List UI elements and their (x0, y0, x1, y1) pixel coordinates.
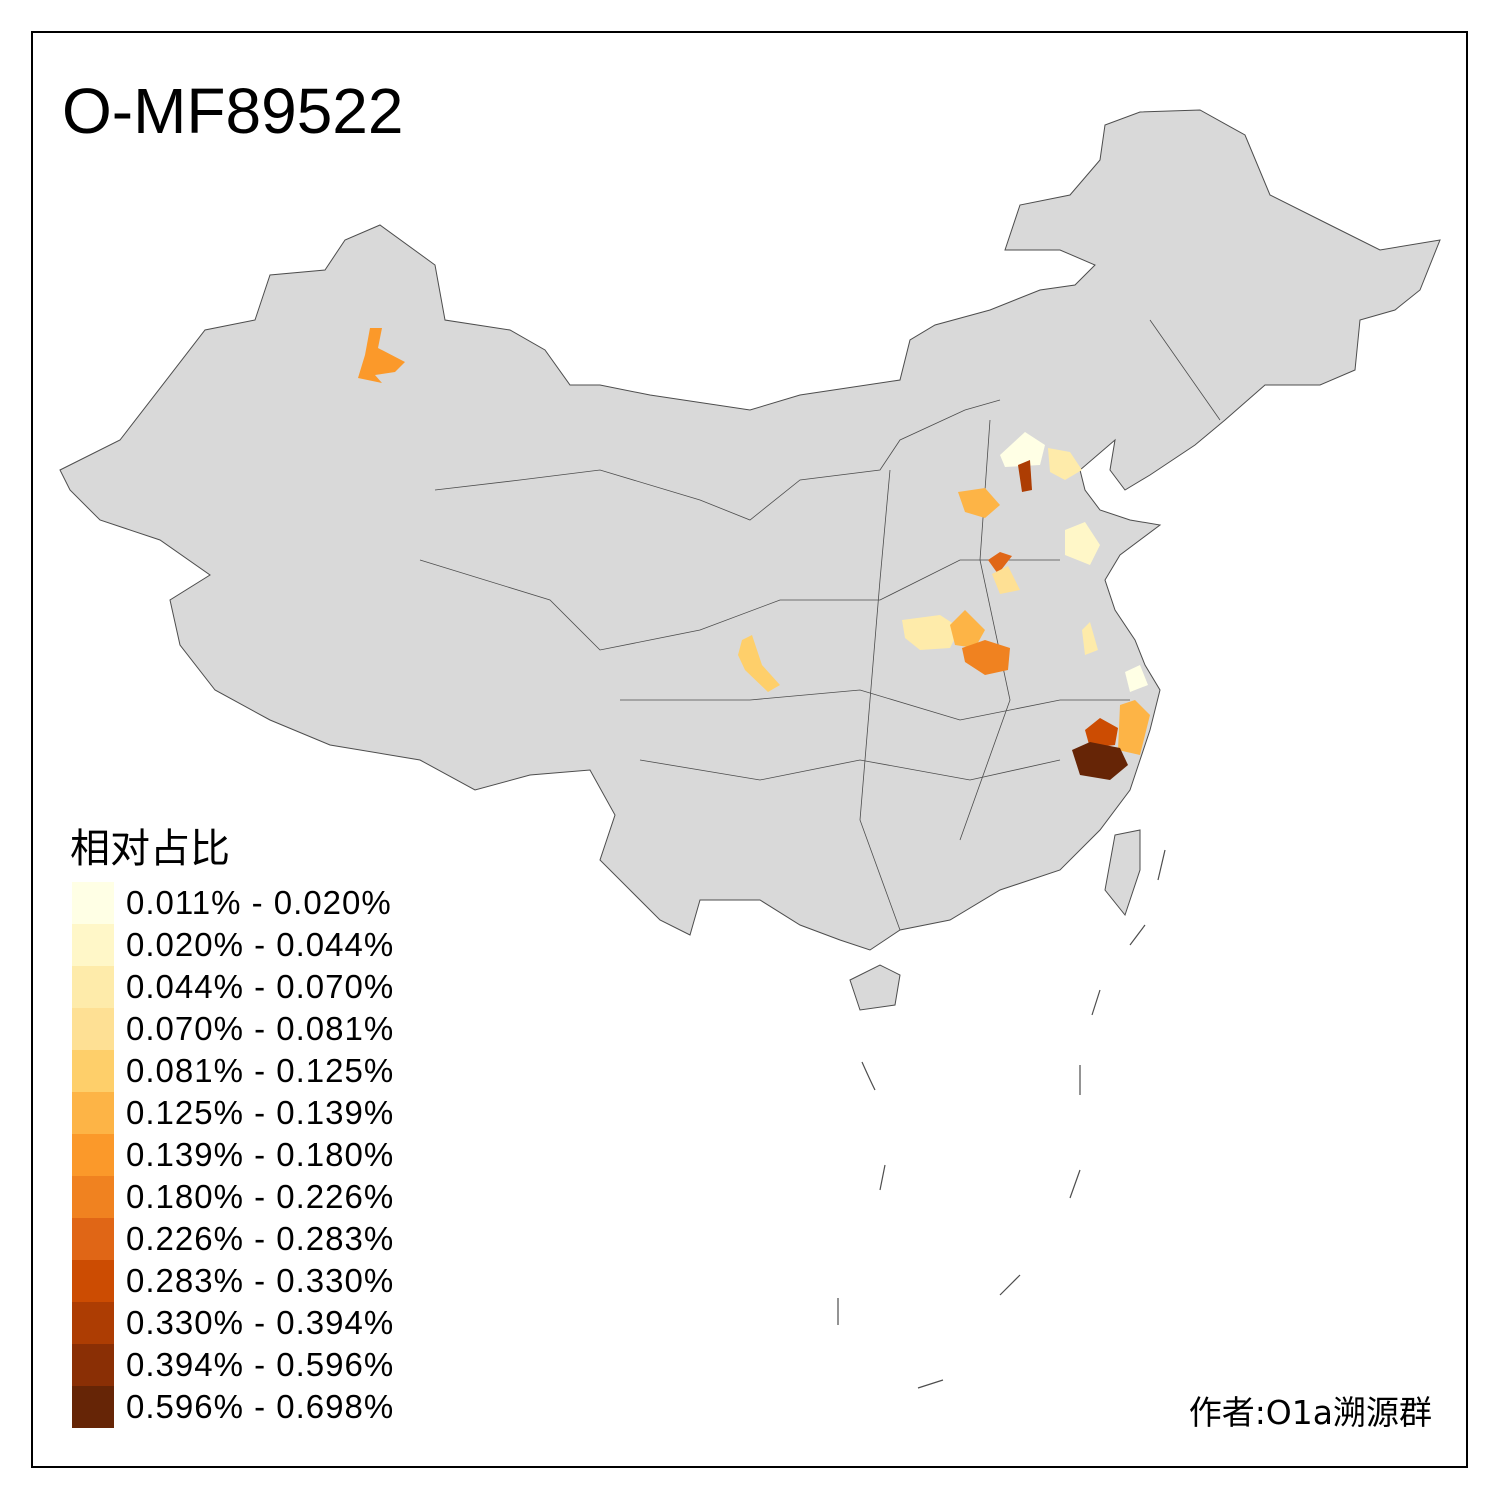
legend-label: 0.020% - 0.044% (126, 926, 395, 963)
legend-swatch (72, 966, 114, 1008)
legend-title: 相对占比 (70, 826, 230, 872)
legend-label: 0.330% - 0.394% (126, 1304, 395, 1341)
legend-label: 0.596% - 0.698% (126, 1388, 395, 1425)
map-frame (31, 31, 1468, 1468)
legend-label: 0.180% - 0.226% (126, 1178, 395, 1215)
taiwan-island (1104, 829, 1141, 917)
legend-label: 0.070% - 0.081% (126, 1010, 395, 1047)
legend-label: 0.226% - 0.283% (126, 1220, 395, 1257)
south-china-sea-islands (837, 849, 1166, 1389)
legend-swatch (72, 1092, 114, 1134)
legend-item: 0.226% - 0.283% (72, 1218, 394, 1260)
china-land (59, 109, 1441, 951)
legend-label: 0.283% - 0.330% (126, 1262, 395, 1299)
legend-item: 0.125% - 0.139% (72, 1092, 394, 1134)
legend-swatch (72, 882, 114, 924)
legend-item: 0.180% - 0.226% (72, 1176, 394, 1218)
map-title: O-MF89522 (62, 75, 404, 147)
legend-item: 0.283% - 0.330% (72, 1260, 394, 1302)
region-shandong (1065, 522, 1100, 565)
region-zhejiang-south (1072, 742, 1128, 780)
region-xinjiang (358, 328, 405, 383)
legend-item: 0.070% - 0.081% (72, 1008, 394, 1050)
hainan-island (849, 964, 901, 1011)
highlighted-regions (358, 328, 1150, 780)
region-henan-south (962, 640, 1010, 675)
legend-item: 0.139% - 0.180% (72, 1134, 394, 1176)
legend: 0.011% - 0.020% 0.020% - 0.044% 0.044% - 0… (72, 882, 394, 1428)
region-tangshan (1048, 448, 1082, 480)
legend-swatch (72, 1260, 114, 1302)
region-jiangsu (1082, 622, 1098, 655)
legend-label: 0.081% - 0.125% (126, 1052, 395, 1089)
legend-swatch (72, 1344, 114, 1386)
legend-swatch (72, 1050, 114, 1092)
legend-swatch (72, 1134, 114, 1176)
region-tianjin (1018, 460, 1032, 492)
legend-swatch (72, 1218, 114, 1260)
legend-swatch (72, 924, 114, 966)
legend-item: 0.596% - 0.698% (72, 1386, 394, 1428)
legend-label: 0.011% - 0.020% (126, 884, 392, 921)
region-sichuan (738, 635, 780, 692)
region-henan-north-b (992, 566, 1020, 594)
legend-swatch (72, 1008, 114, 1050)
legend-swatch (72, 1386, 114, 1428)
legend-item: 0.394% - 0.596% (72, 1344, 394, 1386)
region-henan-north-a (988, 552, 1012, 574)
region-shaanxi (902, 615, 960, 650)
region-zhejiang-central (1085, 718, 1118, 748)
region-beijing (1000, 432, 1045, 467)
legend-label: 0.044% - 0.070% (126, 968, 395, 1005)
legend-item: 0.081% - 0.125% (72, 1050, 394, 1092)
region-shanghai (1125, 665, 1148, 692)
region-zhejiang-north (1118, 700, 1150, 755)
legend-swatch (72, 1176, 114, 1218)
province-borders (419, 319, 1221, 931)
author-credit: 作者:O1a溯源群 (1188, 1393, 1432, 1432)
legend-swatch (72, 1302, 114, 1344)
legend-item: 0.330% - 0.394% (72, 1302, 394, 1344)
legend-label: 0.394% - 0.596% (126, 1346, 395, 1383)
region-henan-west (950, 610, 985, 648)
legend-item: 0.044% - 0.070% (72, 966, 394, 1008)
legend-item: 0.011% - 0.020% (72, 882, 394, 924)
region-shanxi-north (958, 488, 1000, 518)
legend-label: 0.139% - 0.180% (126, 1136, 395, 1173)
legend-label: 0.125% - 0.139% (126, 1094, 395, 1131)
legend-item: 0.020% - 0.044% (72, 924, 394, 966)
